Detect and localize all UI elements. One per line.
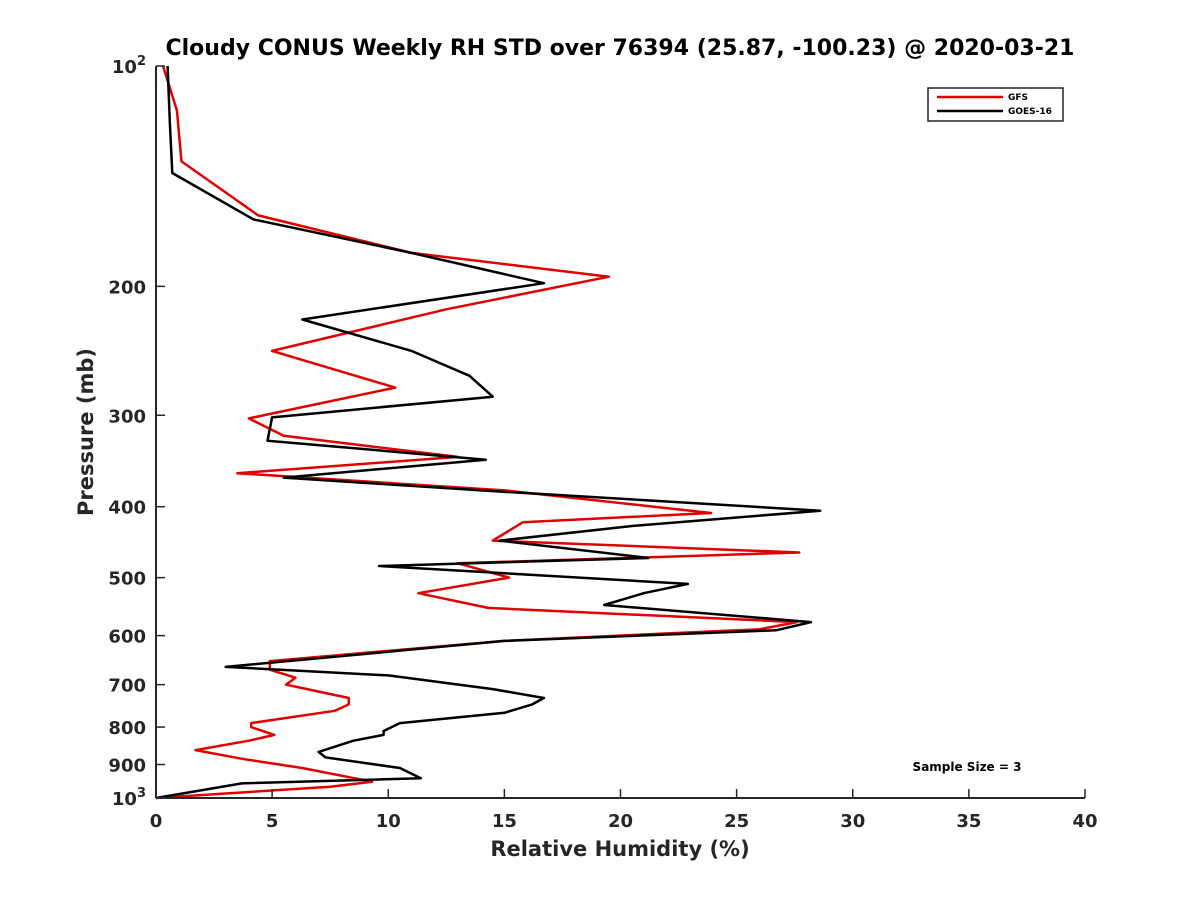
y-tick-label: 600 xyxy=(108,627,146,648)
x-tick-label: 30 xyxy=(840,811,865,832)
x-tick-label: 35 xyxy=(956,811,981,832)
y-axis-label: Pressure (mb) xyxy=(74,348,98,516)
y-tick-label: 102 xyxy=(112,54,146,78)
y-tick-label: 500 xyxy=(108,569,146,590)
x-tick-label: 20 xyxy=(608,811,633,832)
legend: GFS GOES-16 xyxy=(927,87,1064,122)
series-line-goes-16 xyxy=(155,65,822,800)
x-tick-label: 0 xyxy=(150,811,163,832)
y-tick-label: 103 xyxy=(112,786,146,810)
x-tick-label: 40 xyxy=(1072,811,1097,832)
series-line-gfs xyxy=(155,65,801,800)
legend-label: GFS xyxy=(1008,93,1028,103)
y-tick-label: 300 xyxy=(108,406,146,427)
y-tick-label: 200 xyxy=(108,277,146,298)
x-tick-label: 25 xyxy=(724,811,749,832)
y-tick-label: 400 xyxy=(108,498,146,519)
x-tick-label: 15 xyxy=(492,811,517,832)
y-tick-label: 800 xyxy=(108,718,146,739)
x-axis-label: Relative Humidity (%) xyxy=(490,837,749,861)
x-tick-label: 10 xyxy=(376,811,401,832)
legend-label: GOES-16 xyxy=(1008,107,1052,117)
sample-size-annotation: Sample Size = 3 xyxy=(913,760,1022,774)
y-tick-label: 900 xyxy=(108,756,146,777)
x-tick-label: 5 xyxy=(266,811,279,832)
y-tick-label: 700 xyxy=(108,676,146,697)
series-group xyxy=(155,65,822,800)
chart-title: Cloudy CONUS Weekly RH STD over 76394 (2… xyxy=(166,36,1075,61)
ticks-group: 0 5 10 15 20 25 30 35 40 102 200 300 400 500 600 700 800… xyxy=(108,54,1097,832)
legend-box xyxy=(927,87,1064,122)
